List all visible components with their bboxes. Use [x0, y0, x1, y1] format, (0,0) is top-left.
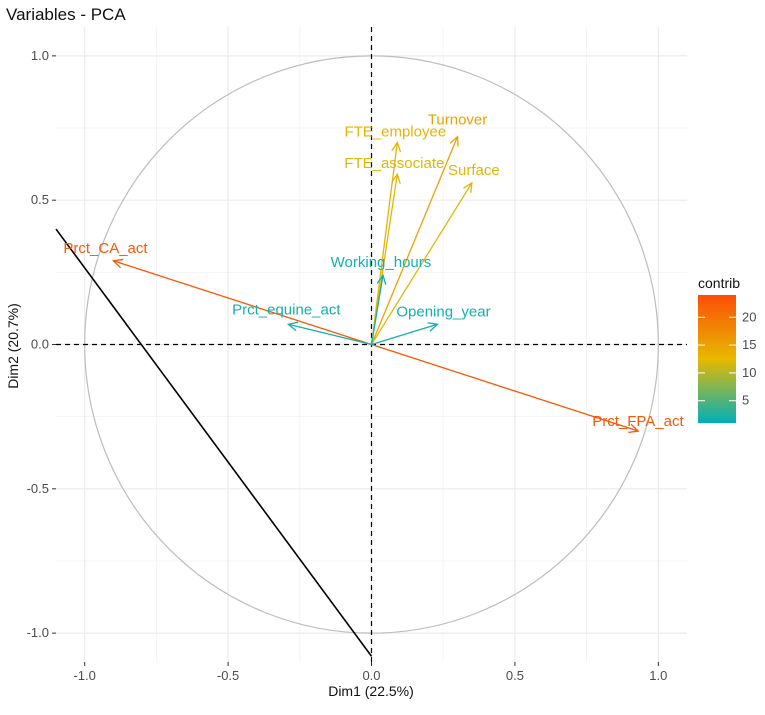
variable-arrows [111, 135, 640, 434]
x-tick-label: -0.5 [217, 668, 239, 683]
x-axis-title: Dim1 (22.5%) [328, 683, 414, 699]
label-fte-employee: FTE_employee [344, 123, 446, 140]
label-prct-fpa-act: Prct_FPA_act [592, 413, 684, 430]
legend-ticks: 5 10 15 20 [698, 309, 756, 408]
arrow-fte-employee [370, 140, 402, 345]
y-tick-label: 0.5 [31, 192, 49, 207]
x-tick-label: -1.0 [73, 668, 95, 683]
legend-tick-label: 10 [742, 365, 756, 380]
arrow-head [391, 140, 402, 153]
arrow-prct-equine-act [286, 321, 372, 346]
arrow-head [427, 322, 439, 332]
y-tick-label: -1.0 [27, 625, 49, 640]
arrow-shaft [113, 260, 372, 346]
arrow-opening-year [371, 322, 439, 346]
arrow-shaft [370, 136, 459, 345]
arrow-shaft [370, 275, 384, 345]
arrow-prct-ca-act [111, 258, 372, 346]
legend-tick-label: 15 [742, 337, 756, 352]
label-turnover: Turnover [428, 112, 487, 129]
arrow-shaft [371, 323, 438, 346]
axes: -1.0 -0.5 0.0 0.5 1.0 -1.0 -0.5 0.0 0.5 1.0 [27, 48, 668, 683]
arrow-shaft [371, 343, 639, 432]
arrow-head [628, 423, 640, 434]
arrow-turnover [370, 135, 459, 345]
label-fte-associate: FTE_associate [344, 155, 444, 172]
label-opening-year: Opening_year [396, 303, 490, 320]
y-tick-label: 1.0 [31, 48, 49, 63]
arrow-head [449, 135, 459, 147]
x-tick-label: 0.5 [506, 668, 524, 683]
arrow-head [391, 172, 401, 184]
label-surface: Surface [448, 162, 500, 179]
label-working-hours: Working_hours [331, 254, 432, 271]
arrow-head [286, 321, 299, 332]
label-prct-equine-act: Prct_equine_act [232, 301, 341, 318]
arrow-working-hours [370, 273, 387, 345]
x-tick-label: 0.0 [362, 668, 380, 683]
y-tick-label: 0.0 [31, 337, 49, 352]
legend-tick-label: 20 [742, 309, 756, 324]
y-axis-title: Dim2 (20.7%) [5, 303, 21, 389]
arrow-shaft [288, 323, 372, 346]
y-tick-label: -0.5 [27, 481, 49, 496]
legend: contrib 5 10 15 20 [698, 275, 756, 423]
annotation-line [55, 228, 373, 657]
arrow-shaft [370, 182, 473, 345]
legend-colorbar [698, 295, 736, 423]
label-prct-ca-act: Prct_CA_act [63, 240, 148, 257]
legend-tick-label: 5 [742, 393, 749, 408]
arrow-head [111, 258, 124, 269]
legend-title: contrib [698, 275, 740, 291]
arrow-head [463, 181, 473, 193]
variable-labels: Prct_CA_act Prct_FPA_act TurnoverFTE_emplo… [63, 112, 684, 430]
arrow-head [376, 273, 387, 286]
annotation-layer [55, 228, 373, 657]
chart-title: Variables - PCA [6, 5, 126, 24]
arrow-surface [370, 181, 473, 345]
arrow-prct-fpa-act [371, 343, 640, 434]
arrow-shaft [370, 142, 398, 345]
x-tick-label: 1.0 [649, 668, 667, 683]
